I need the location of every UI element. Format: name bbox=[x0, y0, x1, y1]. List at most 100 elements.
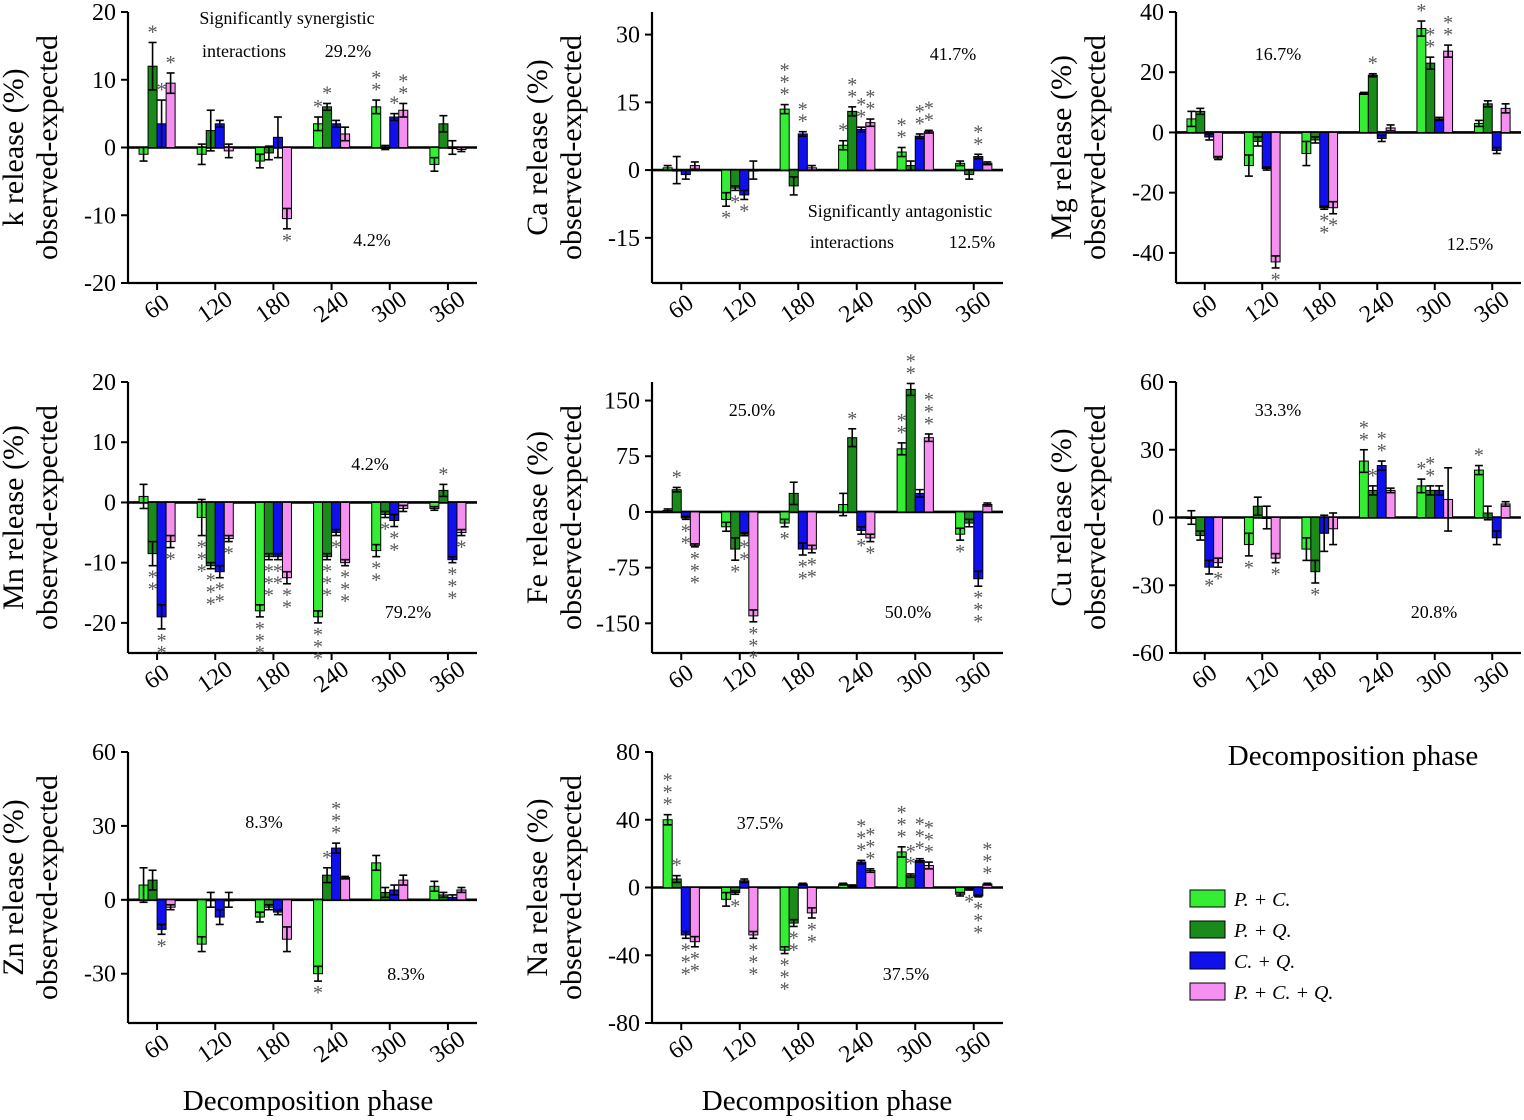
x-tick-label: 300 bbox=[368, 286, 412, 328]
y-axis-label-line1: Fe release (%) bbox=[521, 431, 554, 604]
x-tick-label: 60 bbox=[140, 290, 175, 325]
y-tick-label: 30 bbox=[1140, 438, 1164, 464]
legend-swatch bbox=[1189, 951, 1226, 970]
x-tick-label: 120 bbox=[1240, 656, 1284, 698]
significance-star: * bbox=[915, 838, 925, 860]
significance-star: * bbox=[672, 466, 682, 488]
significance-star: * bbox=[313, 648, 323, 670]
significance-star: * bbox=[897, 814, 907, 836]
annotation: 41.7% bbox=[930, 44, 977, 64]
significance-star: * bbox=[282, 230, 292, 252]
x-tick-label: 360 bbox=[426, 1026, 470, 1068]
x-tick-label: 120 bbox=[193, 656, 237, 698]
significance-star: * bbox=[1425, 453, 1435, 475]
significance-star: * bbox=[1368, 465, 1378, 487]
significance-star: * bbox=[1416, 0, 1426, 22]
bar bbox=[847, 437, 858, 513]
y-tick-label: 40 bbox=[616, 808, 640, 834]
significance-star: * bbox=[1204, 575, 1214, 597]
x-tick-label: 60 bbox=[1187, 290, 1222, 325]
significance-star: * bbox=[206, 594, 216, 616]
significance-star: * bbox=[973, 133, 983, 155]
significance-star: * bbox=[148, 567, 158, 589]
significance-star: * bbox=[924, 413, 934, 435]
significance-star: * bbox=[906, 841, 916, 863]
significance-star: * bbox=[389, 540, 399, 562]
significance-star: * bbox=[789, 927, 799, 949]
x-tick-label: 360 bbox=[952, 1026, 996, 1068]
significance-star: * bbox=[780, 979, 790, 1001]
significance-star: * bbox=[780, 528, 790, 550]
x-tick-label: 120 bbox=[718, 286, 762, 328]
y-tick-label: -40 bbox=[608, 943, 640, 969]
significance-star: * bbox=[748, 939, 758, 961]
significance-star: * bbox=[1443, 12, 1453, 34]
significance-star: * bbox=[447, 576, 457, 598]
x-tick-label: 360 bbox=[1470, 656, 1514, 698]
bar bbox=[806, 511, 817, 550]
y-tick-label: 0 bbox=[104, 136, 116, 162]
x-tick-label: 240 bbox=[1355, 656, 1399, 698]
significance-star: * bbox=[915, 101, 925, 123]
significance-star: * bbox=[331, 798, 341, 820]
significance-star: * bbox=[313, 982, 323, 1004]
significance-star: * bbox=[780, 72, 790, 94]
significance-star: * bbox=[807, 919, 817, 941]
significance-star: * bbox=[322, 82, 332, 104]
significance-star: * bbox=[322, 847, 332, 869]
significance-star: * bbox=[166, 52, 176, 74]
y-tick-label: 0 bbox=[104, 490, 116, 516]
significance-star: * bbox=[865, 543, 875, 565]
x-tick-label: 120 bbox=[193, 1026, 237, 1068]
x-tick-label: 60 bbox=[1187, 660, 1222, 695]
annotation: Significantly synergistic bbox=[199, 8, 374, 28]
significance-star: * bbox=[264, 573, 274, 595]
y-axis-label: k release (%)observed-expected bbox=[0, 35, 64, 260]
annotation: 20.8% bbox=[1411, 602, 1458, 622]
significance-star: * bbox=[856, 839, 866, 861]
significance-star: * bbox=[924, 109, 934, 131]
significance-star: * bbox=[847, 74, 857, 96]
bar bbox=[1213, 517, 1224, 564]
significance-star: * bbox=[456, 537, 466, 559]
y-axis-label: Mn release (%)observed-expected bbox=[0, 405, 64, 630]
bar bbox=[340, 501, 351, 564]
significance-star: * bbox=[730, 895, 740, 917]
significance-star: * bbox=[313, 636, 323, 658]
y-tick-label: -75 bbox=[608, 556, 640, 582]
bar bbox=[1443, 50, 1454, 133]
y-axis-label: Zn release (%)observed-expected bbox=[0, 775, 64, 1000]
significance-star: * bbox=[681, 963, 691, 985]
y-tick-label: 10 bbox=[92, 68, 116, 94]
bar bbox=[331, 847, 342, 901]
significance-star: * bbox=[780, 60, 790, 82]
significance-star: * bbox=[157, 935, 167, 957]
annotation: 16.7% bbox=[1255, 44, 1302, 64]
y-tick-label: -30 bbox=[1132, 573, 1164, 599]
bar bbox=[739, 511, 750, 535]
bar bbox=[313, 899, 324, 975]
bar bbox=[1358, 92, 1369, 133]
significance-star: * bbox=[264, 561, 274, 583]
significance-star: * bbox=[1377, 440, 1387, 462]
x-tick-label: 60 bbox=[140, 660, 175, 695]
bar bbox=[748, 511, 759, 617]
significance-star: * bbox=[865, 98, 875, 120]
y-axis-label-line2: observed-expected bbox=[31, 35, 64, 260]
y-axis-label-line1: Cu release (%) bbox=[1045, 428, 1078, 606]
bar bbox=[1376, 465, 1387, 518]
x-tick-label: 240 bbox=[835, 286, 879, 328]
y-axis-label-line2: observed-expected bbox=[31, 405, 64, 630]
legend-label: P. + C. + Q. bbox=[1233, 982, 1333, 1004]
bar bbox=[331, 501, 342, 534]
significance-star: * bbox=[739, 549, 749, 571]
significance-star: * bbox=[973, 611, 983, 633]
significance-star: * bbox=[897, 127, 907, 149]
significance-star: * bbox=[1310, 584, 1320, 606]
legend-swatch bbox=[1189, 889, 1226, 908]
significance-star: * bbox=[340, 579, 350, 601]
significance-star: * bbox=[856, 106, 866, 128]
significance-star: * bbox=[906, 350, 916, 372]
annotation: 4.2% bbox=[351, 454, 389, 474]
